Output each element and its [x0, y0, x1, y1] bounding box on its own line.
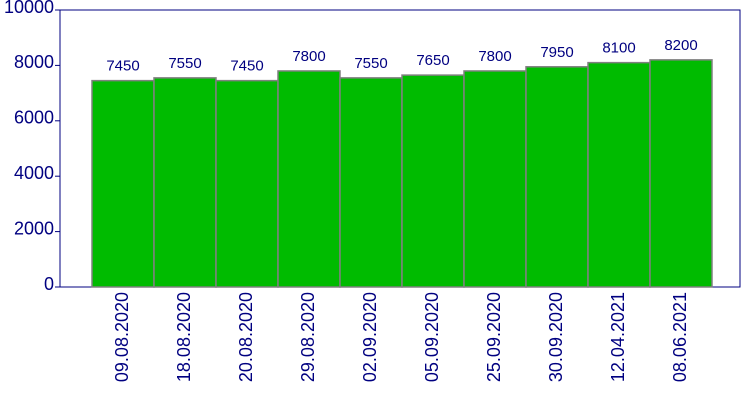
y-tick-label: 0: [44, 274, 54, 294]
bar: [339, 77, 403, 288]
bar: [277, 70, 341, 288]
bar: [401, 74, 465, 288]
value-label: 7450: [230, 58, 263, 75]
bar: [91, 79, 155, 288]
value-label: 7450: [106, 58, 139, 75]
x-tick-label: 29.08.2020: [298, 292, 318, 382]
x-tick-label: 20.08.2020: [236, 292, 256, 382]
value-label: 7800: [292, 48, 325, 65]
bar: [525, 66, 589, 288]
y-tick-label: 2000: [14, 218, 54, 238]
value-label: 7650: [416, 52, 449, 69]
value-label: 7550: [168, 55, 201, 72]
x-tick-label: 09.08.2020: [112, 292, 132, 382]
x-tick-label: 08.06.2021: [670, 292, 690, 382]
bar: [649, 59, 713, 288]
bar: [463, 70, 527, 288]
value-label: 7800: [478, 48, 511, 65]
bar: [153, 77, 217, 288]
x-tick-label: 02.09.2020: [360, 292, 380, 382]
x-tick-label: 25.09.2020: [484, 292, 504, 382]
y-tick-label: 4000: [14, 163, 54, 183]
y-tick-label: 8000: [14, 52, 54, 72]
bar: [587, 61, 651, 288]
y-tick-label: 10000: [4, 0, 54, 17]
x-tick-label: 05.09.2020: [422, 292, 442, 382]
y-tick-label: 6000: [14, 108, 54, 128]
x-tick-label: 18.08.2020: [174, 292, 194, 382]
value-label: 7550: [354, 55, 387, 72]
x-tick-label: 12.04.2021: [608, 292, 628, 382]
x-tick-label: 30.09.2020: [546, 292, 566, 382]
value-label: 8200: [664, 37, 697, 54]
bar: [215, 79, 279, 288]
value-label: 8100: [602, 40, 635, 57]
value-label: 7950: [540, 44, 573, 61]
